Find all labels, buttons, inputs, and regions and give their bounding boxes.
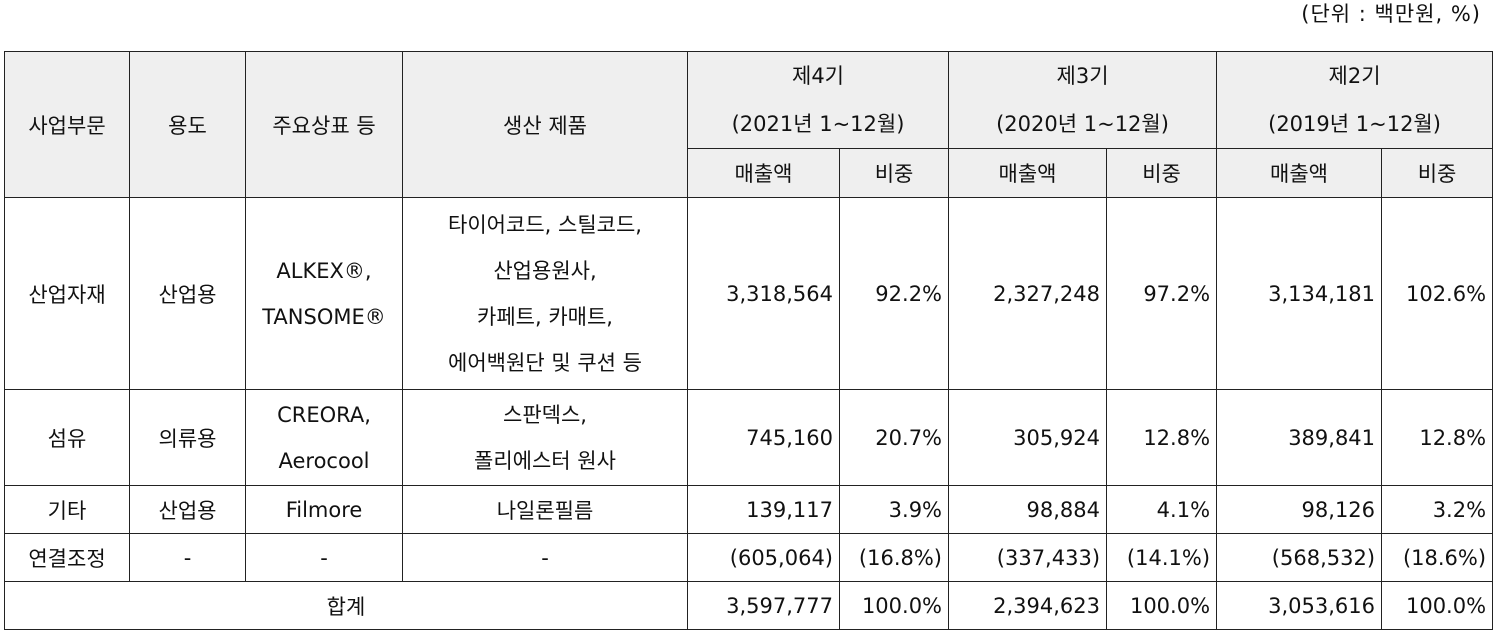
share-cell: 4.1% <box>1106 485 1218 534</box>
period-range: (2019년 1~12월) <box>1268 112 1441 136</box>
product-line: 폴리에스터 원사 <box>474 448 616 473</box>
product-line: 스판덱스, <box>503 402 587 427</box>
brand-line: CREORA, <box>277 402 371 427</box>
period-range: (2021년 1~12월) <box>731 112 905 136</box>
product-line: 에어백원단 및 쿠션 등 <box>448 350 642 375</box>
usage-cell: 의류용 <box>129 389 246 486</box>
share-cell: 102.6% <box>1381 197 1494 390</box>
segment-cell: 섬유 <box>4 389 130 486</box>
sales-by-segment-table: 사업부문 용도 주요상표 등 생산 제품 제4기 (2021년 1~12월) 제… <box>4 51 1494 630</box>
header-row: 사업부문 용도 주요상표 등 생산 제품 제4기 (2021년 1~12월) 제… <box>4 51 1494 198</box>
product-line: 타이어코드, 스틸코드, <box>448 212 642 237</box>
header-brands: 주요상표 등 <box>245 51 403 198</box>
total-share-cell: 100.0% <box>838 581 950 630</box>
period-name: 제3기 <box>1056 64 1109 88</box>
share-cell: 20.7% <box>838 389 950 486</box>
header-sales: 매출액 <box>948 148 1108 198</box>
sales-cell: 2,327,248 <box>948 197 1108 390</box>
total-share-cell: 100.0% <box>1381 581 1494 630</box>
header-segment: 사업부문 <box>4 51 130 198</box>
segment-cell: 연결조정 <box>4 533 130 582</box>
share-cell: (16.8%) <box>838 533 950 582</box>
header-usage: 용도 <box>129 51 246 198</box>
header-period-3: 제3기 (2020년 1~12월) <box>948 51 1218 149</box>
usage-cell: 산업용 <box>129 197 246 390</box>
total-row: 합계 3,597,777 100.0% 2,394,623 100.0% 3,0… <box>4 581 1494 630</box>
brand-line: TANSOME® <box>262 304 386 329</box>
sales-cell: (568,532) <box>1216 533 1383 582</box>
product-line: 카페트, 카매트, <box>477 304 613 329</box>
header-share: 비중 <box>1106 148 1218 198</box>
product-cell: 타이어코드, 스틸코드, 산업용원사, 카페트, 카매트, 에어백원단 및 쿠션… <box>402 197 688 390</box>
period-range: (2020년 1~12월) <box>996 112 1169 136</box>
share-cell: 12.8% <box>1381 389 1494 486</box>
sales-cell: (605,064) <box>687 533 840 582</box>
brand-line: ALKEX®, <box>276 258 372 283</box>
header-share: 비중 <box>838 148 950 198</box>
header-share: 비중 <box>1381 148 1494 198</box>
header-period-2: 제2기 (2019년 1~12월) <box>1216 51 1494 149</box>
table-row: 섬유 의류용 CREORA, Aerocool 스판덱스, 폴리에스터 원사 7… <box>4 389 1494 486</box>
sales-cell: 98,126 <box>1216 485 1383 534</box>
sales-cell: 745,160 <box>687 389 840 486</box>
total-label: 합계 <box>4 581 688 630</box>
period-name: 제2기 <box>1328 64 1381 88</box>
header-sales: 매출액 <box>1216 148 1383 198</box>
share-cell: (14.1%) <box>1106 533 1218 582</box>
header-sales: 매출액 <box>687 148 840 198</box>
sales-cell: (337,433) <box>948 533 1108 582</box>
usage-cell: - <box>129 533 246 582</box>
brand-cell: - <box>245 533 403 582</box>
product-cell: - <box>402 533 688 582</box>
table-row: 기타 산업용 Filmore 나일론필름 139,117 3.9% 98,884… <box>4 485 1494 534</box>
product-cell: 나일론필름 <box>402 485 688 534</box>
table-row: 연결조정 - - - (605,064) (16.8%) (337,433) (… <box>4 533 1494 582</box>
table-row: 산업자재 산업용 ALKEX®, TANSOME® 타이어코드, 스틸코드, 산… <box>4 197 1494 390</box>
share-cell: 92.2% <box>838 197 950 390</box>
sales-cell: 3,134,181 <box>1216 197 1383 390</box>
header-subrow: 매출액 비중 매출액 비중 매출액 비중 <box>5 148 1494 198</box>
segment-cell: 기타 <box>4 485 130 534</box>
sales-cell: 389,841 <box>1216 389 1383 486</box>
period-name: 제4기 <box>792 64 845 88</box>
total-sales-cell: 3,597,777 <box>687 581 840 630</box>
share-cell: 12.8% <box>1106 389 1218 486</box>
brand-cell: CREORA, Aerocool <box>245 389 403 486</box>
product-line: 산업용원사, <box>493 258 597 283</box>
usage-cell: 산업용 <box>129 485 246 534</box>
share-cell: 97.2% <box>1106 197 1218 390</box>
brand-cell: Filmore <box>245 485 403 534</box>
unit-note: (단위 : 백만원, %) <box>1301 2 1481 26</box>
total-share-cell: 100.0% <box>1106 581 1218 630</box>
header-period-4: 제4기 (2021년 1~12월) <box>686 51 950 149</box>
brand-line: Aerocool <box>278 448 370 473</box>
share-cell: 3.2% <box>1381 485 1494 534</box>
total-sales-cell: 3,053,616 <box>1216 581 1383 630</box>
header-products: 생산 제품 <box>402 51 688 198</box>
sales-cell: 305,924 <box>948 389 1108 486</box>
share-cell: (18.6%) <box>1381 533 1494 582</box>
product-cell: 스판덱스, 폴리에스터 원사 <box>402 389 688 486</box>
sales-cell: 139,117 <box>687 485 840 534</box>
sales-cell: 3,318,564 <box>687 197 840 390</box>
segment-cell: 산업자재 <box>4 197 130 390</box>
sales-cell: 98,884 <box>948 485 1108 534</box>
brand-cell: ALKEX®, TANSOME® <box>245 197 403 390</box>
total-sales-cell: 2,394,623 <box>948 581 1108 630</box>
share-cell: 3.9% <box>838 485 950 534</box>
